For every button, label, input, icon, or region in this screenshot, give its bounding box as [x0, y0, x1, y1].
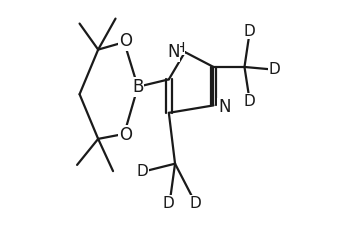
Text: O: O	[119, 32, 132, 50]
Text: D: D	[244, 24, 255, 38]
Text: N: N	[167, 43, 180, 61]
Text: N: N	[218, 98, 230, 116]
Text: B: B	[132, 78, 144, 96]
Text: D: D	[163, 196, 175, 211]
Text: O: O	[119, 126, 132, 144]
Text: D: D	[189, 196, 201, 211]
Text: D: D	[137, 164, 149, 179]
Text: D: D	[268, 62, 280, 77]
Text: H: H	[174, 41, 185, 55]
Text: D: D	[244, 94, 255, 109]
